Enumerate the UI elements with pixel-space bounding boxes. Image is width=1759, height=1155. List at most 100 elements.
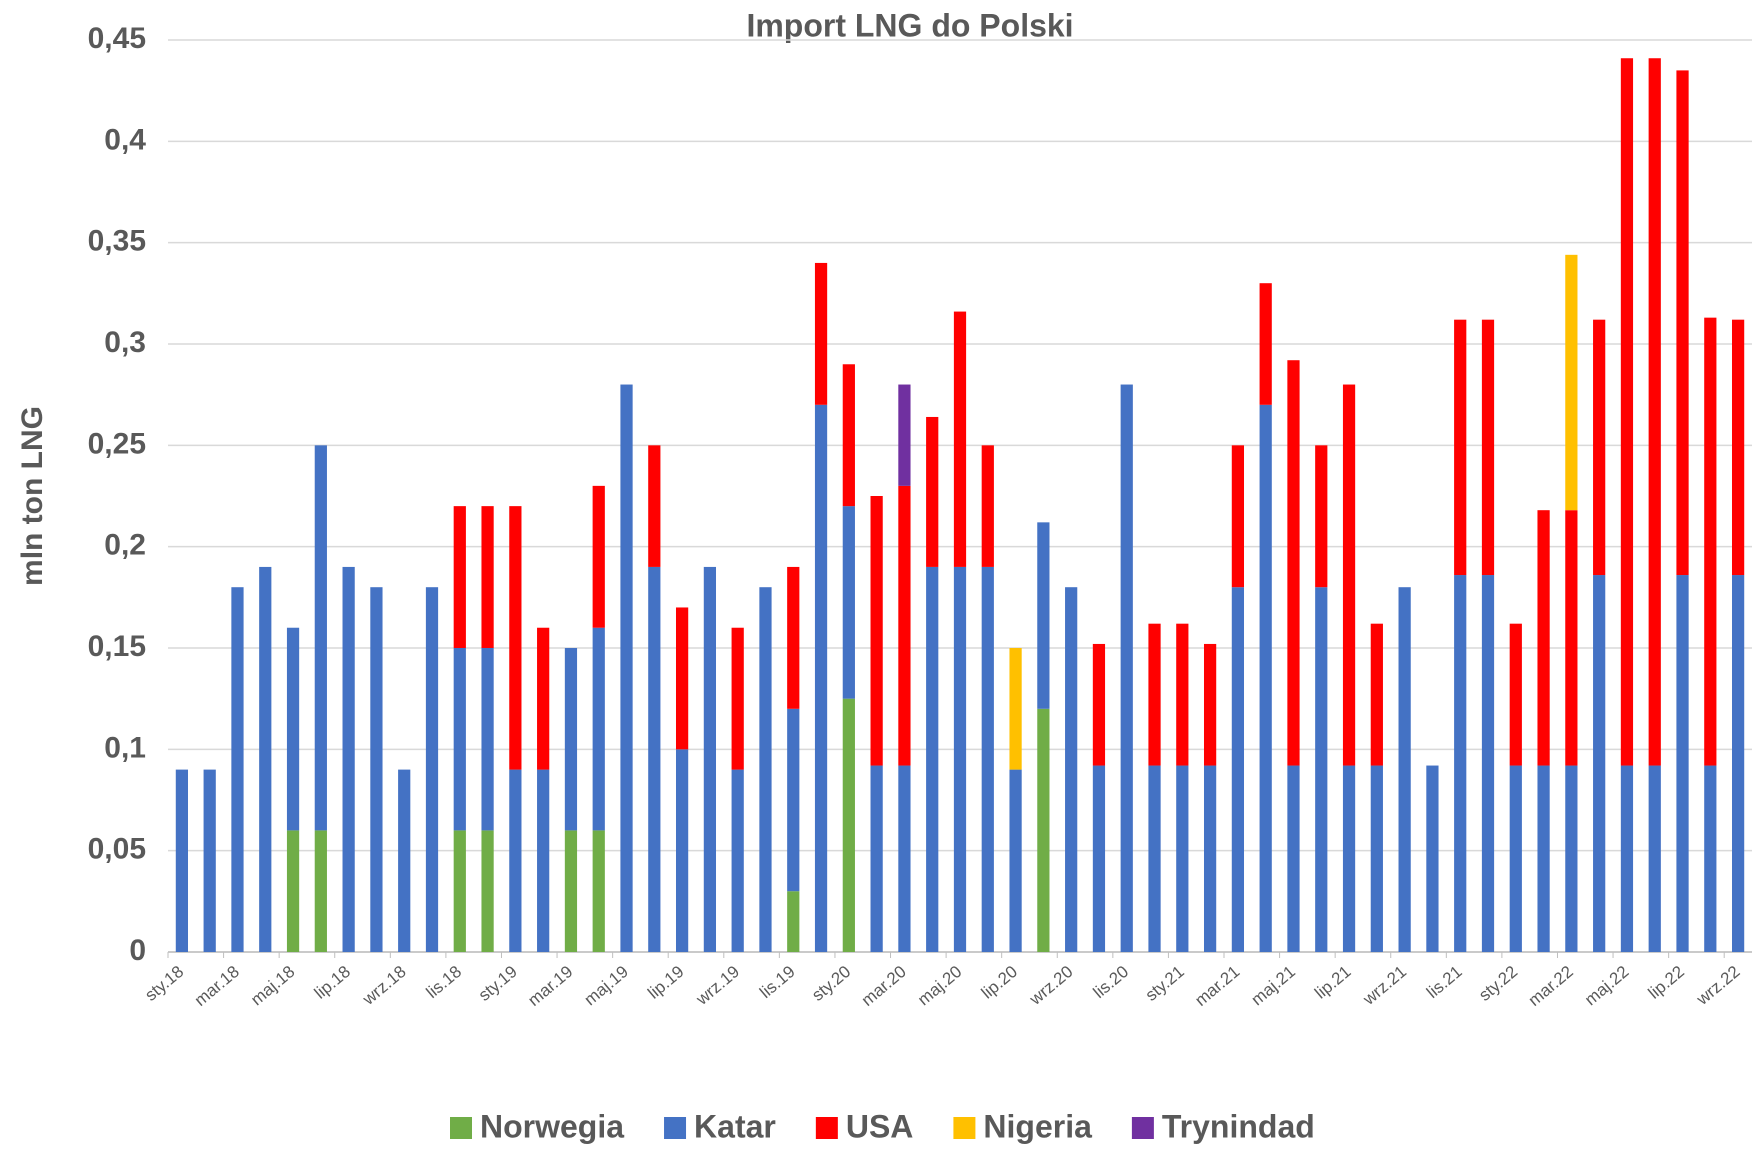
- legend-swatch: [664, 1117, 687, 1139]
- x-tick-label: mar.21: [1191, 962, 1243, 1010]
- bar-segment: [1565, 510, 1578, 766]
- bar-segment: [1231, 445, 1245, 588]
- bar-segment: [675, 749, 689, 952]
- bar-segment: [898, 485, 911, 766]
- bar-segment: [648, 445, 661, 567]
- x-tick-label: maj.20: [914, 962, 965, 1009]
- bar-segment: [592, 830, 605, 952]
- bar-segment: [1037, 522, 1050, 709]
- bar-segment: [787, 891, 800, 952]
- bar-segment: [842, 506, 855, 699]
- bar-segment: [1731, 575, 1745, 952]
- bar-segment: [564, 830, 578, 952]
- x-tick-label: maj.22: [1581, 962, 1632, 1009]
- bar-segment: [1148, 765, 1161, 952]
- bar-segment: [286, 627, 300, 831]
- bar-segment: [537, 769, 550, 952]
- bar-segment: [592, 485, 605, 628]
- y-tick-label: 0,25: [88, 427, 146, 460]
- bar-segment: [1704, 317, 1717, 766]
- bar-segment: [1148, 623, 1161, 766]
- bar-segment: [926, 566, 939, 952]
- bar-segment: [759, 587, 772, 952]
- bar-segment: [537, 627, 550, 770]
- bar-segment: [1593, 319, 1606, 576]
- x-tick-label: mar.18: [191, 962, 243, 1010]
- x-tick-label: wrz.19: [692, 962, 743, 1009]
- bar-segment: [314, 445, 327, 831]
- bar-segment: [1009, 648, 1022, 770]
- y-tick-label: 0: [129, 934, 146, 967]
- bar-segment: [703, 566, 717, 952]
- legend-label: Trynindad: [1162, 1108, 1315, 1144]
- x-tick-label: maj.18: [247, 962, 298, 1009]
- bar-segment: [1676, 70, 1689, 576]
- bar-segment: [1315, 587, 1328, 952]
- bar-segment: [1565, 254, 1578, 511]
- bar-segment: [814, 404, 828, 952]
- legend-label: Katar: [694, 1108, 776, 1144]
- bar-segment: [453, 648, 466, 831]
- x-tick-label: mar.22: [1525, 962, 1577, 1010]
- bar-segment: [648, 566, 661, 952]
- x-tick-label: wrz.22: [1692, 962, 1743, 1009]
- bar-segment: [509, 506, 522, 770]
- bar-segment: [1704, 765, 1717, 952]
- bar-segment: [926, 416, 939, 567]
- bar-segment: [453, 830, 466, 952]
- x-tick-label: wrz.20: [1025, 962, 1076, 1009]
- bar-segment: [870, 765, 883, 952]
- bar-segment: [1398, 587, 1411, 952]
- x-tick-label: sty.20: [808, 962, 854, 1005]
- bar-segment: [481, 506, 494, 648]
- bar-segment: [1426, 765, 1439, 952]
- x-tick-label: lip.20: [978, 962, 1021, 1003]
- bar-segment: [1648, 58, 1661, 766]
- x-tick-label: lip.21: [1311, 962, 1354, 1003]
- bar-segment: [1092, 765, 1106, 952]
- bar-segment: [898, 384, 911, 486]
- legend-label: Nigeria: [983, 1108, 1092, 1144]
- x-tick-label: lis.20: [1090, 962, 1133, 1002]
- y-tick-label: 0,4: [104, 123, 146, 156]
- bar-segment: [1065, 587, 1078, 952]
- bar-segment: [1203, 765, 1217, 952]
- bar-segment: [981, 445, 994, 567]
- legend-swatch: [953, 1117, 976, 1139]
- bar-segment: [842, 364, 855, 507]
- bar-segment: [370, 587, 383, 952]
- bar-segment: [1259, 404, 1272, 952]
- x-tick-label: mar.19: [524, 962, 576, 1010]
- x-tick-label: maj.21: [1248, 962, 1299, 1009]
- bar-segment: [1120, 384, 1133, 952]
- bar-segment: [1454, 575, 1467, 952]
- y-tick-label: 0,05: [88, 833, 146, 866]
- y-tick-label: 0,2: [104, 529, 146, 562]
- bar-segment: [231, 587, 244, 952]
- bar-segment: [1287, 765, 1300, 952]
- bar-segment: [1481, 575, 1495, 952]
- bar-segment: [1481, 319, 1495, 576]
- bar-segment: [898, 765, 911, 952]
- bar-segment: [814, 262, 828, 405]
- bar-segment: [398, 769, 411, 952]
- bar-segment: [481, 830, 494, 952]
- bar-segment: [425, 587, 439, 952]
- bar-segment: [1092, 643, 1106, 766]
- legend-swatch: [1131, 1117, 1154, 1139]
- x-tick-label: wrz.21: [1359, 962, 1410, 1009]
- bar-segment: [564, 648, 578, 831]
- bar-segment: [1593, 575, 1606, 952]
- bar-segment: [1315, 445, 1328, 588]
- x-tick-label: maj.19: [581, 962, 632, 1009]
- bar-segment: [1565, 765, 1578, 952]
- x-tick-label: sty.22: [1475, 962, 1521, 1005]
- bar-segment: [787, 708, 800, 892]
- bar-segment: [481, 648, 494, 831]
- bar-segment: [1509, 623, 1522, 766]
- bar-segment: [1037, 708, 1050, 952]
- bar-segment: [842, 698, 855, 952]
- bar-segment: [1342, 765, 1356, 952]
- bar-segment: [1509, 765, 1522, 952]
